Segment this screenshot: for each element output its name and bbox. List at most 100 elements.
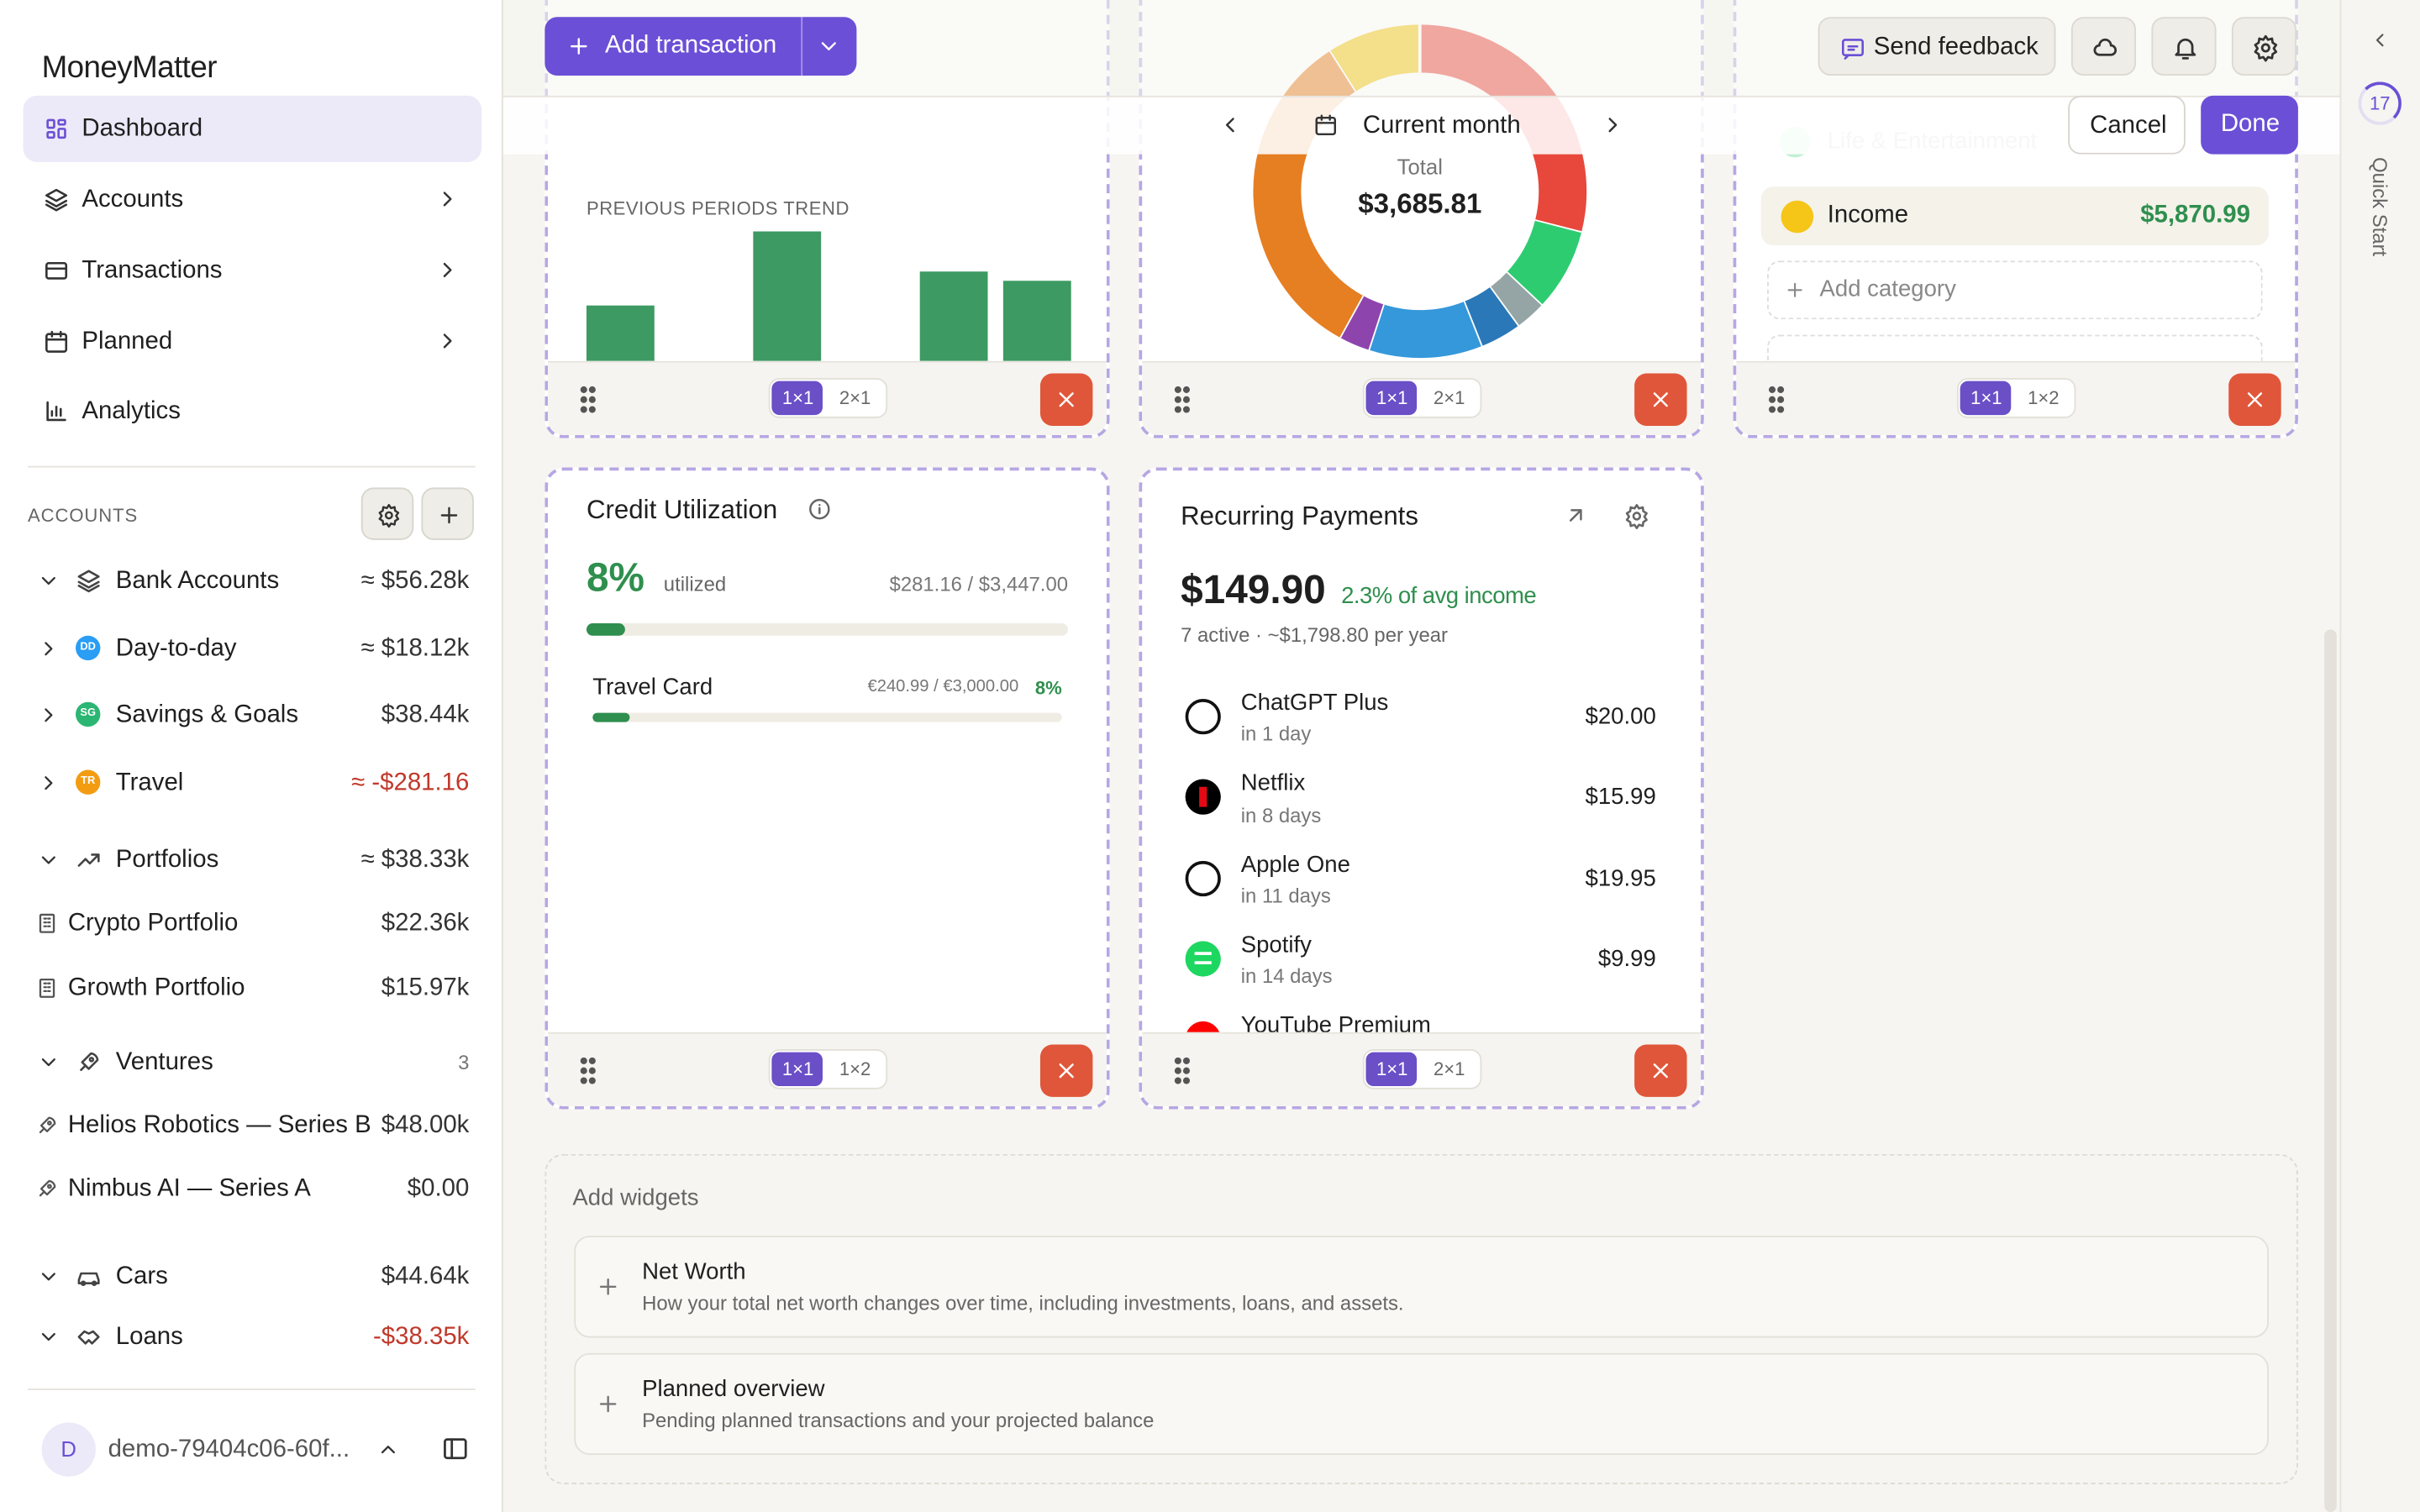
icon-path (2247, 392, 2263, 407)
size-active (1365, 381, 1418, 416)
widget-frame (1139, 467, 1704, 1110)
settings-icon[interactable] (1623, 502, 1649, 529)
expand-chevron[interactable] (36, 637, 60, 660)
user-menu[interactable] (376, 1437, 399, 1461)
icon-circle (580, 1057, 587, 1064)
account-value: ≈ $38.33k (360, 848, 470, 874)
size-option[interactable]: 1×2 (2028, 386, 2060, 409)
size-option[interactable]: 1×1 (1970, 386, 2002, 409)
account-name[interactable]: Cars (115, 1264, 168, 1291)
size-option[interactable]: 2×1 (1433, 386, 1465, 409)
account-name[interactable]: Crypto Portfolio (67, 911, 239, 937)
expand-chevron[interactable] (36, 1050, 60, 1074)
icon-button[interactable] (2070, 17, 2137, 76)
expand-chevron[interactable] (36, 848, 60, 871)
icon-path (1059, 392, 1074, 407)
remove-widget[interactable] (1634, 1044, 1687, 1097)
add-transaction-button[interactable]: Add transaction (544, 17, 857, 76)
toggle-sidebar[interactable] (441, 1435, 469, 1462)
icon-svg (2175, 39, 2196, 60)
icon-button[interactable] (2231, 17, 2297, 76)
account-name[interactable]: Day-to-day (115, 636, 237, 663)
widget-option[interactable] (574, 1236, 2270, 1338)
remove-widget[interactable] (2228, 373, 2281, 426)
expand-chevron[interactable] (36, 569, 60, 592)
expand-chevron[interactable] (36, 703, 60, 727)
cancel-button[interactable]: Cancel (2068, 95, 2186, 155)
previous-period[interactable] (1218, 113, 1242, 137)
icon-circle (588, 396, 596, 403)
nav-item[interactable]: Transactions (82, 258, 223, 285)
icon-circle (2260, 43, 2270, 53)
icon-svg (2247, 392, 2263, 407)
size-option[interactable]: 1×1 (781, 386, 814, 409)
remove-widget[interactable] (1039, 373, 1093, 426)
widget-footer (1142, 1032, 1702, 1106)
collapse-icon[interactable] (2369, 29, 2391, 51)
avatar-initial: D (60, 1436, 77, 1462)
icon-circle (1182, 386, 1191, 393)
widget-option[interactable] (574, 1352, 2270, 1456)
send-feedback-button[interactable]: Send feedback (1818, 17, 2056, 76)
size-option[interactable]: 1×1 (1376, 1058, 1408, 1080)
account-name[interactable]: Helios Robotics — Series B (67, 1113, 371, 1140)
size-option[interactable]: 1×1 (781, 1058, 814, 1080)
income-value: $5,870.99 (2140, 202, 2250, 229)
size-option[interactable]: 2×1 (839, 386, 871, 409)
icon-path (1843, 45, 1858, 59)
nav-item[interactable]: Dashboard (82, 116, 203, 143)
account-name[interactable]: Bank Accounts (115, 568, 280, 595)
icon-button[interactable] (2151, 17, 2217, 76)
account-icon (75, 1323, 101, 1349)
add-widgets-panel (544, 1153, 2298, 1484)
info-icon (808, 496, 832, 521)
done-button[interactable]: Done (2201, 95, 2298, 155)
icon-rect (56, 118, 66, 125)
icon-rect (444, 1438, 467, 1460)
account-badge: TR (76, 769, 101, 795)
icon-circle (90, 1279, 97, 1286)
icon-circle (1777, 406, 1785, 413)
account-icon (75, 846, 101, 872)
account-value: ≈ -$281.16 (351, 770, 470, 797)
add-category[interactable] (1767, 334, 2263, 361)
account-name[interactable]: Savings & Goals (115, 702, 299, 729)
icon (2091, 34, 2119, 61)
trend-bar (753, 231, 822, 361)
icon-circle (1182, 1057, 1191, 1064)
account-name[interactable]: Ventures (115, 1049, 213, 1076)
account-name[interactable]: Portfolios (115, 848, 219, 874)
icon-button[interactable] (421, 487, 474, 540)
icon-circle (87, 1056, 94, 1062)
next-period[interactable] (1601, 113, 1625, 137)
remove-widget[interactable] (1634, 373, 1687, 426)
account-name[interactable]: Loans (115, 1324, 183, 1351)
size-option[interactable]: 1×1 (1376, 386, 1408, 409)
account-name[interactable]: Growth Portfolio (67, 975, 245, 1002)
icon-svg (45, 400, 66, 421)
open-icon[interactable] (1564, 503, 1588, 528)
expand-chevron[interactable] (36, 1325, 60, 1348)
icon-circle (1182, 406, 1191, 413)
size-option[interactable]: 2×1 (1433, 1058, 1465, 1080)
remove-widget[interactable] (1039, 1044, 1093, 1097)
expand-chevron[interactable] (36, 770, 60, 794)
nav-item[interactable]: Planned (82, 328, 173, 356)
icon-path (443, 262, 452, 278)
account-name[interactable]: Travel (115, 770, 184, 797)
icon-path (443, 333, 452, 349)
size-option[interactable]: 1×2 (839, 1058, 871, 1080)
icon-svg (440, 507, 458, 524)
add-category[interactable] (1767, 260, 2263, 320)
icon-button[interactable] (360, 487, 414, 540)
expand-chevron[interactable] (36, 1264, 60, 1288)
account-name[interactable]: Nimbus AI — Series A (67, 1176, 311, 1203)
icon-svg (45, 118, 66, 139)
nav-item[interactable]: Analytics (82, 398, 181, 425)
account-icon (34, 1177, 58, 1200)
send-feedback-label: Send feedback (1873, 34, 2039, 61)
nav-item[interactable]: Accounts (82, 186, 184, 214)
